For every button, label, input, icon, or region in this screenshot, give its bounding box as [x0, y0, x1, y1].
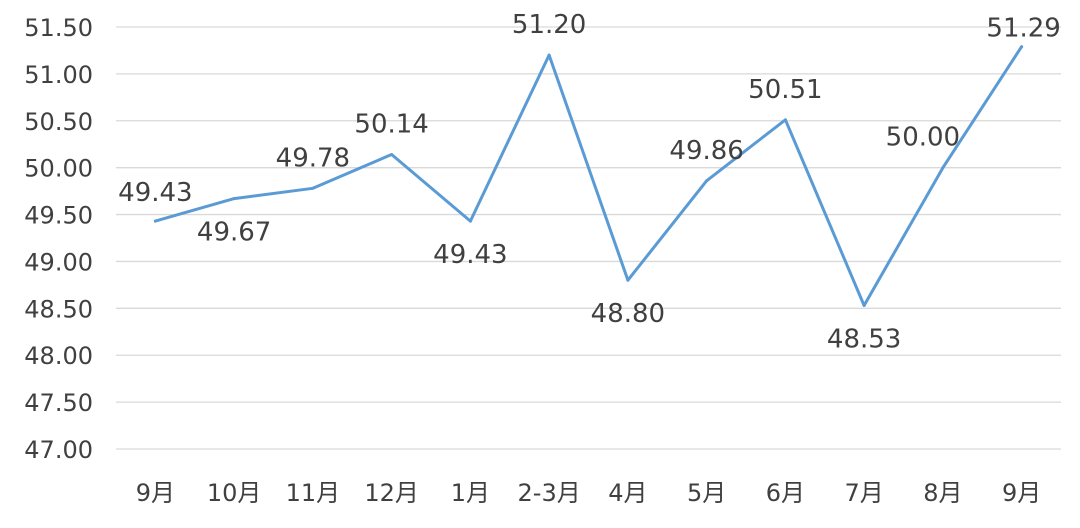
y-tick-label: 51.50: [24, 14, 93, 42]
data-label: 49.43: [118, 178, 192, 208]
x-tick-label: 12月: [364, 479, 419, 507]
data-label: 51.20: [512, 10, 586, 40]
data-point: [783, 118, 787, 122]
x-tick-label: 11月: [286, 479, 341, 507]
data-point: [468, 219, 472, 223]
x-tick-label: 5月: [687, 479, 726, 507]
data-point: [232, 197, 236, 201]
data-labels: 49.4349.6749.7850.1449.4351.2048.8049.86…: [118, 10, 1061, 354]
x-tick-label: 9月: [1002, 479, 1041, 507]
data-point: [390, 153, 394, 157]
data-point: [862, 304, 866, 308]
data-point: [1020, 45, 1024, 49]
data-label: 51.29: [986, 14, 1060, 44]
data-label: 48.80: [591, 299, 665, 329]
x-tick-label: 9月: [136, 479, 175, 507]
series: [153, 45, 1024, 308]
y-tick-label: 51.00: [24, 61, 93, 89]
data-label: 49.86: [669, 136, 743, 166]
y-tick-label: 50.50: [24, 108, 93, 136]
y-tick-label: 49.00: [24, 248, 93, 276]
data-point: [547, 53, 551, 57]
x-tick-label: 8月: [923, 479, 962, 507]
y-tick-label: 47.00: [24, 436, 93, 464]
data-label: 50.14: [354, 110, 428, 140]
data-point: [311, 186, 315, 190]
y-tick-label: 48.50: [24, 295, 93, 323]
y-tick-label: 47.50: [24, 389, 93, 417]
series-line: [153, 45, 1024, 307]
data-label: 49.78: [276, 143, 350, 173]
data-point: [705, 179, 709, 183]
y-tick-label: 49.50: [24, 202, 93, 230]
data-point: [153, 219, 157, 223]
data-label: 48.53: [827, 325, 901, 355]
x-tick-label: 4月: [608, 479, 647, 507]
y-axis-ticks: 47.00 47.50 48.00 48.50 49.00 49.50 50.00 50.50…: [24, 14, 93, 464]
y-tick-label: 50.00: [24, 155, 93, 183]
data-point: [626, 278, 630, 282]
gridlines: [116, 26, 1061, 450]
x-tick-label: 6月: [766, 479, 805, 507]
data-label: 49.43: [433, 240, 507, 270]
data-label: 50.51: [748, 75, 822, 105]
x-tick-label: 10月: [207, 479, 262, 507]
data-label: 50.00: [886, 123, 960, 153]
x-tick-label: 1月: [451, 479, 490, 507]
x-tick-label: 7月: [844, 479, 883, 507]
data-label: 49.67: [197, 218, 271, 248]
x-tick-label: 2-3月: [518, 479, 581, 507]
x-axis-ticks: 9月 10月 11月 12月 1月 2-3月 4月 5月 6月 7月 8月 9月: [136, 479, 1042, 507]
data-point: [941, 166, 945, 170]
y-tick-label: 48.00: [24, 342, 93, 370]
